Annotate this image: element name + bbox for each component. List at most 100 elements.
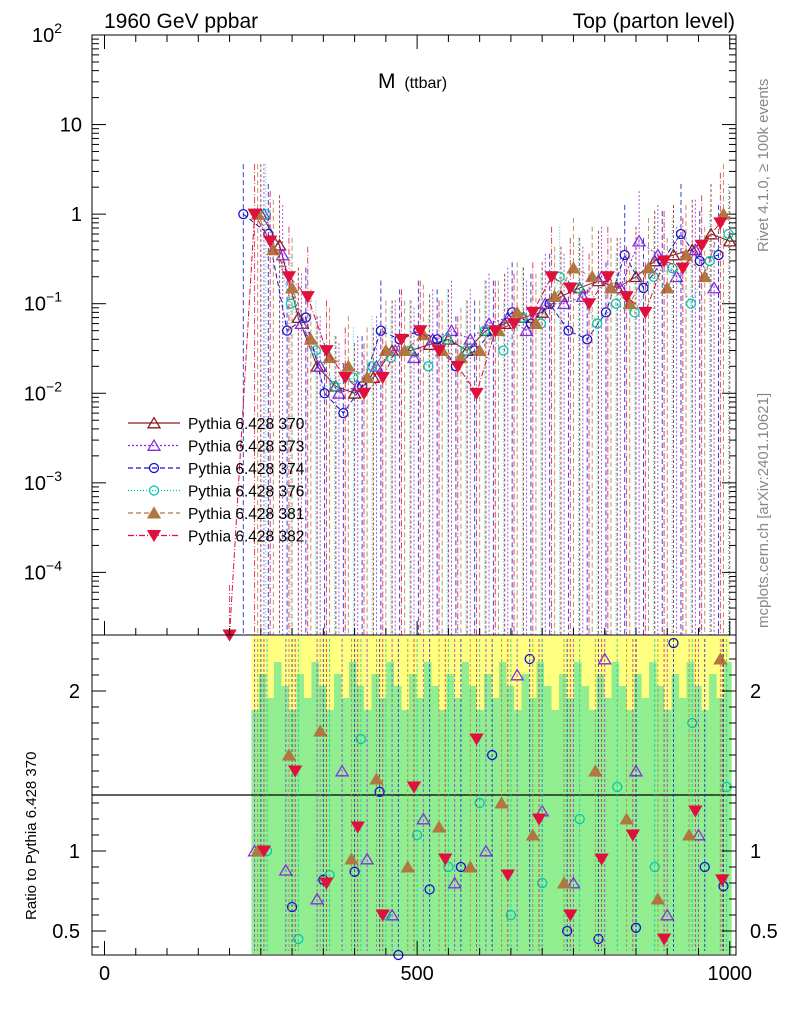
inner-band-bin [401,710,409,954]
ratio-point [487,749,498,761]
inner-band-bin [288,710,297,954]
inner-band-bin [273,662,282,954]
ratio-point [574,813,585,825]
ratio-point [455,861,467,873]
data-point [722,234,737,247]
data-point [566,261,581,274]
ratio-point [286,901,298,913]
inner-band-bin [416,698,425,954]
data-point [610,298,622,309]
series-3 [260,164,734,635]
data-point [375,372,390,385]
data-point [431,345,447,358]
legend-marker [146,530,162,543]
y-tick-label: 10−2 [24,378,62,405]
ratio-point [699,861,710,873]
ratio-point [500,869,515,882]
legend-label: Pythia 6.428 374 [188,461,305,478]
data-point [441,334,453,345]
ratio-point [478,844,494,857]
data-point [469,387,484,400]
data-point [488,325,503,338]
inner-band-bin [634,674,642,954]
inner-band-bin [604,698,612,954]
y-tick-exponent: −1 [46,289,62,305]
inner-band-bin [386,662,394,954]
y-tick-label: 10−3 [24,468,62,495]
y-tick-exponent: −3 [46,468,62,484]
data-point [310,345,321,356]
inner-band-bin [491,698,500,954]
y-tick-base: 10 [60,115,82,137]
ratio-point [649,861,660,873]
ratio-point [293,933,304,945]
inner-band-bin [694,686,702,954]
x-tick-label: 0 [99,963,110,985]
y-tick-base: 10 [24,473,46,495]
y-tick-label: 10−4 [24,557,62,584]
ratio-point [612,781,623,793]
inner-band-bin [709,674,717,954]
data-point [331,386,347,399]
inner-band-bin [363,710,372,954]
ratio-series-1 [255,637,729,961]
ratio-point [593,933,604,945]
ratio-point [431,820,447,833]
inner-band-bin [514,710,522,954]
ratio-point [359,852,375,865]
legend-marker [148,462,160,474]
inner-band-bin [356,686,364,954]
ratio-point [537,877,548,889]
ratio-point [416,812,431,825]
ratio-point [525,828,540,841]
series-1 [256,164,722,635]
data-point [366,361,378,372]
y-tick-base: 10 [32,25,54,47]
data-point [338,372,353,385]
ratio-point [469,733,484,746]
data-point [592,318,603,329]
data-point [423,361,434,372]
ratio-point [688,805,703,818]
ratio-point [494,796,509,809]
y-tick-label: 10 [60,115,82,137]
ratio-point [566,876,581,889]
ratio-point [687,717,698,729]
data-point [563,282,578,295]
ratio-point [288,765,303,778]
data-point [313,359,328,372]
ratio-point [447,876,462,889]
data-point [359,370,375,383]
ratio-tick-label-right: 1 [750,841,761,863]
inner-band-bin [671,674,680,954]
ratio-point [715,874,730,887]
data-point [706,281,722,294]
ratio-point [406,781,422,794]
data-point [450,360,465,373]
main-title: M (ttbar) [378,70,447,93]
y-tick-base: 1 [71,204,82,226]
y-tick-base: 10 [24,294,46,316]
y-tick-label: 10−1 [24,289,62,316]
legend: Pythia 6.428 370 Pythia 6.428 373 Pythia 6… [128,416,305,546]
data-point [460,345,472,356]
inner-band-bin [454,698,462,954]
inner-band-bin [371,674,379,954]
ratio-point [350,821,365,834]
ratio-series-2 [261,639,732,951]
data-point [272,238,287,251]
ratio-y-label: Ratio to Pythia 6.428 370 [23,752,40,920]
data-point [472,343,487,356]
data-point [375,325,387,336]
data-point [356,387,372,400]
ratio-point [374,786,385,797]
legend-marker [146,438,162,451]
data-point [694,255,705,267]
ratio-point [650,892,665,905]
inner-band-bin [701,710,710,954]
data-point [675,228,687,240]
data-point [281,325,293,336]
data-point [525,306,540,320]
ratio-point [588,764,603,777]
